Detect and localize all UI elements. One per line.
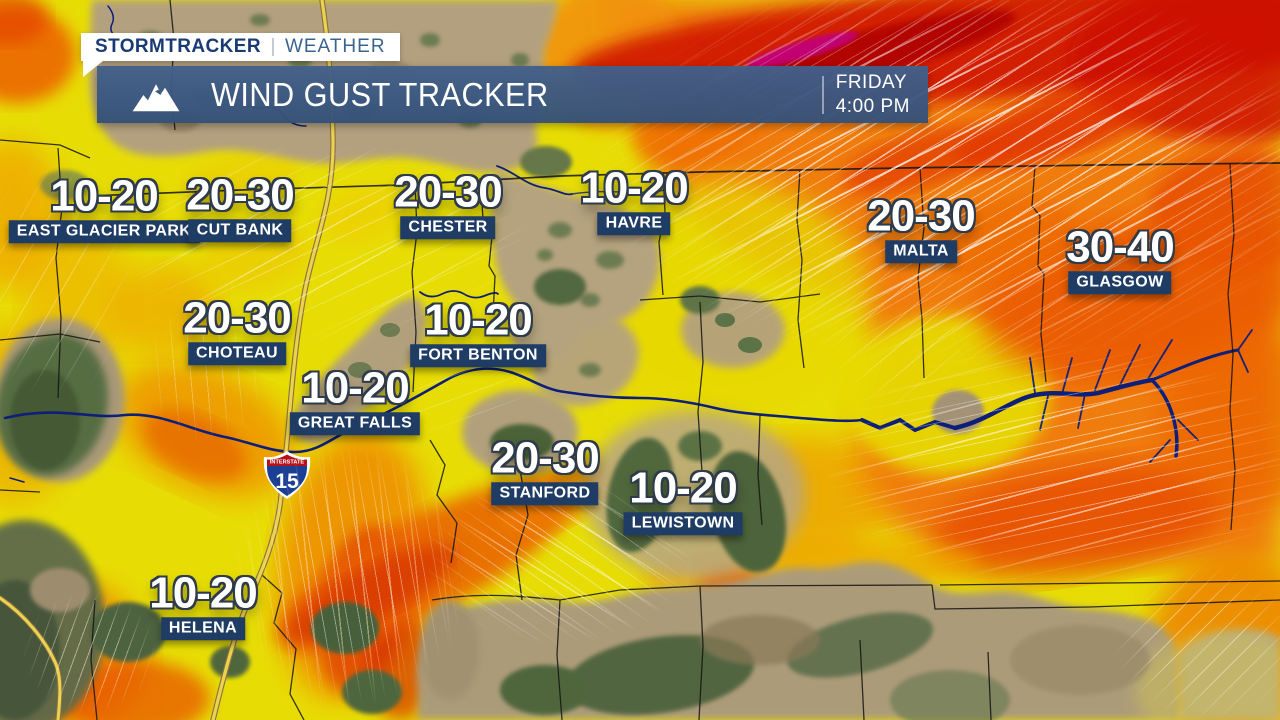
shield-label: INTERSTATE bbox=[270, 460, 305, 466]
station-label: 30-40 GLASGOW bbox=[1066, 222, 1175, 295]
banner-divider bbox=[821, 75, 824, 114]
gust-value: 10-20 bbox=[580, 163, 689, 213]
station-label: 20-30 CUT BANK bbox=[186, 170, 295, 243]
city-chip: GREAT FALLS bbox=[289, 412, 421, 436]
banner-time: 4:00 PM bbox=[835, 95, 910, 117]
wind-gust-banner: WIND GUST TRACKER FRIDAY 4:00 PM bbox=[97, 66, 928, 123]
station-label: 10-20 FORT BENTON bbox=[410, 295, 546, 368]
shield-number: 15 bbox=[275, 470, 299, 493]
station-label: 20-30 CHESTER bbox=[394, 167, 503, 240]
station-label: 20-30 MALTA bbox=[867, 191, 976, 264]
gust-value: 20-30 bbox=[491, 433, 600, 483]
gust-value: 10-20 bbox=[629, 463, 738, 513]
city-chip: HELENA bbox=[160, 617, 246, 641]
banner-title: WIND GUST TRACKER bbox=[211, 75, 549, 113]
gust-value: 20-30 bbox=[183, 293, 292, 343]
banner-day: FRIDAY bbox=[835, 71, 907, 93]
station-label: 10-20 LEWISTOWN bbox=[623, 463, 743, 536]
mountain-icon bbox=[132, 83, 180, 111]
gust-value: 10-20 bbox=[50, 171, 159, 221]
network-text: WEATHER bbox=[284, 36, 386, 57]
city-chip: GLASGOW bbox=[1068, 271, 1172, 295]
city-chip: CUT BANK bbox=[188, 219, 292, 243]
gust-value: 20-30 bbox=[186, 170, 295, 220]
banner-timestamp: FRIDAY 4:00 PM bbox=[836, 71, 910, 119]
stormtracker-logo: STORMTRACKER WEATHER bbox=[81, 33, 400, 77]
city-chip: HAVRE bbox=[597, 212, 671, 236]
city-chip: MALTA bbox=[885, 240, 957, 264]
gust-value: 30-40 bbox=[1066, 222, 1175, 272]
gust-value: 10-20 bbox=[301, 363, 410, 413]
gust-value: 20-30 bbox=[394, 167, 503, 217]
logo-divider bbox=[271, 38, 274, 56]
station-label: 20-30 CHOTEAU bbox=[183, 293, 292, 366]
station-label: 10-20 EAST GLACIER PARK bbox=[8, 171, 200, 244]
station-label: 10-20 HAVRE bbox=[580, 163, 689, 236]
gust-value: 20-30 bbox=[867, 191, 976, 241]
brand-text: STORMTRACKER bbox=[95, 36, 261, 57]
city-chip: CHOTEAU bbox=[188, 342, 286, 366]
station-label: 10-20 HELENA bbox=[149, 568, 258, 641]
station-label: 20-30 STANFORD bbox=[491, 433, 600, 506]
city-chip: LEWISTOWN bbox=[623, 512, 743, 536]
station-label: 10-20 GREAT FALLS bbox=[289, 363, 421, 436]
gust-value: 10-20 bbox=[424, 295, 533, 345]
city-chip: EAST GLACIER PARK bbox=[8, 220, 200, 244]
city-chip: FORT BENTON bbox=[410, 344, 546, 368]
city-chip: STANFORD bbox=[491, 482, 599, 506]
gust-value: 10-20 bbox=[149, 568, 258, 618]
city-chip: CHESTER bbox=[400, 216, 496, 240]
